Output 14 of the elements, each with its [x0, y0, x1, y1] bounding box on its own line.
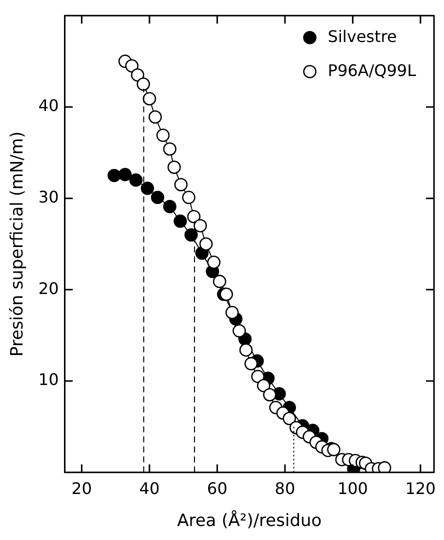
y-tick-label: 30 [38, 187, 59, 206]
legend-label: P96A/Q99L [328, 60, 416, 80]
x-tick-label: 40 [139, 479, 160, 498]
x-axis-title: Area (Å²)/residuo [177, 510, 322, 532]
y-tick-label: 10 [38, 370, 59, 390]
x-tick-label: 120 [405, 479, 436, 498]
x-tick-label: 60 [207, 479, 228, 498]
y-tick-label: 40 [38, 96, 59, 116]
legend-label: Silvestre [328, 26, 397, 46]
y-tick-label: 20 [38, 278, 59, 298]
x-tick-label: 20 [72, 479, 92, 498]
x-tick-label: 80 [274, 479, 296, 498]
y-axis-title: Presión superficial (mN/m) [8, 131, 28, 357]
x-tick-label: 100 [337, 479, 368, 498]
